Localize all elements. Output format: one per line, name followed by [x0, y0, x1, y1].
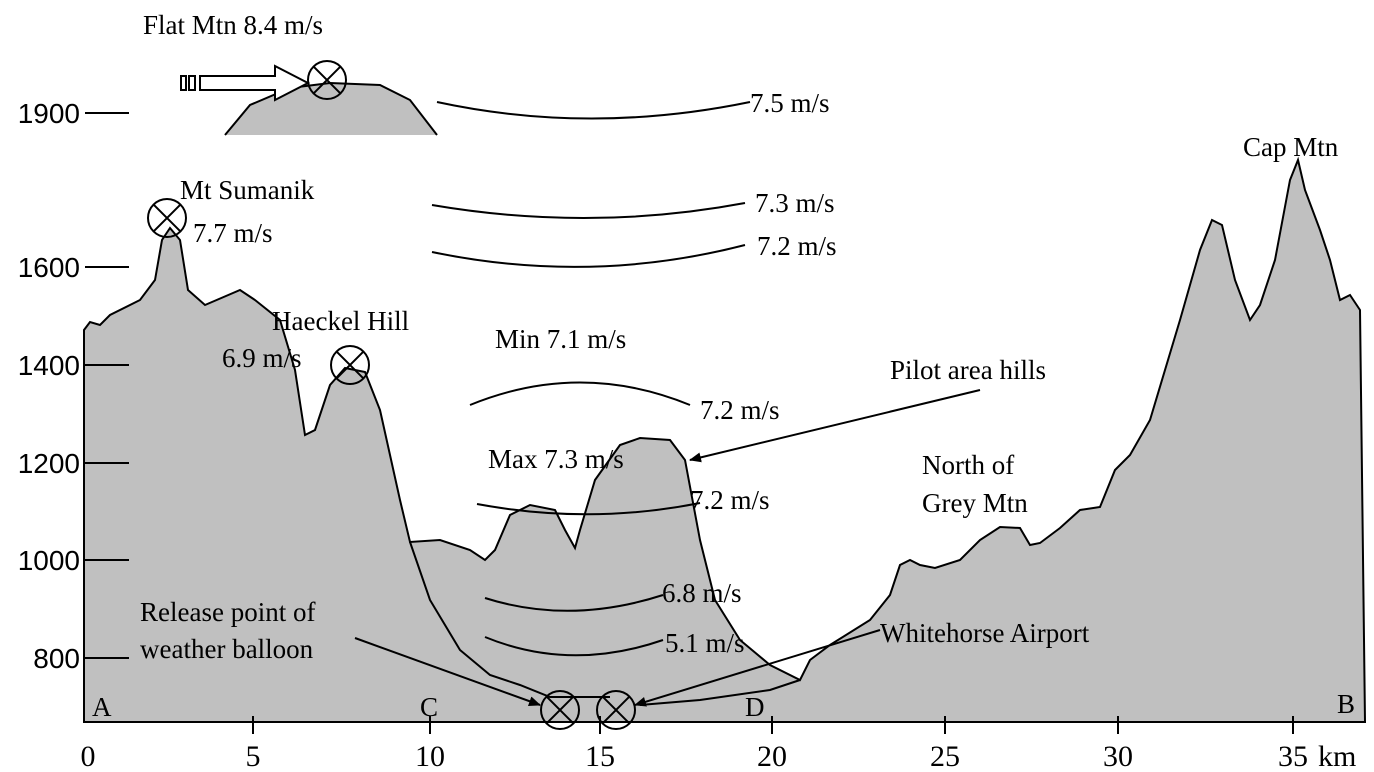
- site-marker: [147, 198, 187, 238]
- x-tick-label: 10: [415, 740, 445, 772]
- terrain: [83, 156, 1367, 723]
- label: 7.2 m/s: [757, 231, 837, 261]
- site-marker-x: [545, 695, 575, 725]
- label: Min 7.1 m/s: [495, 324, 626, 354]
- point-label: C: [420, 692, 438, 722]
- labels: Flat Mtn 8.4 m/s 7.5 m/s Cap Mtn Mt Sumanik…: [92, 10, 1355, 722]
- point-label: D: [745, 692, 765, 722]
- site-marker: [596, 690, 636, 730]
- site-marker-x: [601, 695, 631, 725]
- x-tick-label: 35: [1278, 740, 1308, 772]
- pointer-arrows: [354, 389, 981, 707]
- x-unit: km: [1318, 740, 1356, 772]
- valley-line: [409, 541, 801, 706]
- site-marker-x: [152, 203, 182, 233]
- label: Whitehorse Airport: [880, 618, 1090, 648]
- label: Grey Mtn: [922, 488, 1028, 518]
- label: 6.9 m/s: [222, 343, 302, 373]
- y-tick-label: 1000: [18, 545, 80, 576]
- label: 7.5 m/s: [750, 88, 830, 118]
- label: 7.2 m/s: [690, 485, 770, 515]
- label: Release point of: [140, 597, 315, 627]
- label: 7.3 m/s: [755, 188, 835, 218]
- wind-lines: [431, 101, 751, 657]
- y-tick-label: 1400: [18, 350, 80, 381]
- x-tick-label: 0: [81, 740, 96, 772]
- label: 7.7 m/s: [193, 218, 273, 248]
- x-tick-label: 20: [757, 740, 787, 772]
- label: Haeckel Hill: [272, 306, 409, 336]
- x-tick-label: 30: [1103, 740, 1133, 772]
- x-tick-label: 15: [585, 740, 615, 772]
- site-marker-x: [335, 350, 365, 380]
- label: Max 7.3 m/s: [488, 444, 624, 474]
- wind-arrow: [180, 64, 311, 102]
- point-label: B: [1337, 689, 1355, 719]
- site-marker: [330, 345, 370, 385]
- axes: 1900 1600 1400 1200 1000 800 0 5 10 15 20 25 30 35 km: [18, 98, 1357, 772]
- y-tick-label: 800: [33, 643, 80, 674]
- site-marker: [307, 60, 347, 100]
- y-tick-label: 1900: [18, 98, 80, 129]
- label: Flat Mtn 8.4 m/s: [143, 10, 323, 40]
- label: Mt Sumanik: [180, 175, 315, 205]
- label: North of: [922, 450, 1014, 480]
- site-marker: [540, 690, 580, 730]
- label: Cap Mtn: [1243, 132, 1339, 162]
- point-label: A: [92, 692, 112, 722]
- label: 5.1 m/s: [665, 628, 745, 658]
- label: 6.8 m/s: [662, 578, 742, 608]
- label: Pilot area hills: [890, 355, 1046, 385]
- site-markers: [147, 60, 636, 730]
- label: 7.2 m/s: [700, 395, 780, 425]
- x-tick-label: 25: [930, 740, 960, 772]
- y-tick-label: 1200: [18, 448, 80, 479]
- label: weather balloon: [140, 634, 314, 664]
- site-marker-x: [312, 65, 342, 95]
- y-tick-label: 1600: [18, 252, 80, 283]
- x-tick-label: 5: [246, 740, 261, 772]
